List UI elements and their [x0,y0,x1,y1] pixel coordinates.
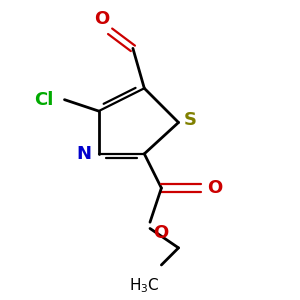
Text: Cl: Cl [34,91,53,109]
Text: H$_3$C: H$_3$C [129,276,160,295]
Text: N: N [76,145,92,163]
Text: O: O [207,179,222,197]
Text: O: O [153,224,168,242]
Text: S: S [184,111,196,129]
Text: O: O [94,11,109,28]
